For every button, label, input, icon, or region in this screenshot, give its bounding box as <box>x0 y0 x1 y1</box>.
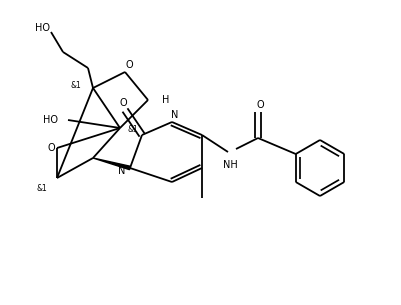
Text: O: O <box>47 143 55 153</box>
Text: NH: NH <box>223 160 237 170</box>
Text: H: H <box>162 95 169 105</box>
Text: &1: &1 <box>128 125 139 135</box>
Text: HO: HO <box>43 115 58 125</box>
Text: O: O <box>125 60 133 70</box>
Text: N: N <box>117 166 125 176</box>
Text: N: N <box>171 110 179 120</box>
Text: HO: HO <box>36 23 51 33</box>
Polygon shape <box>93 158 130 170</box>
Text: &1: &1 <box>70 81 81 91</box>
Text: &1: &1 <box>36 184 47 193</box>
Text: O: O <box>119 98 127 108</box>
Text: O: O <box>256 100 264 110</box>
